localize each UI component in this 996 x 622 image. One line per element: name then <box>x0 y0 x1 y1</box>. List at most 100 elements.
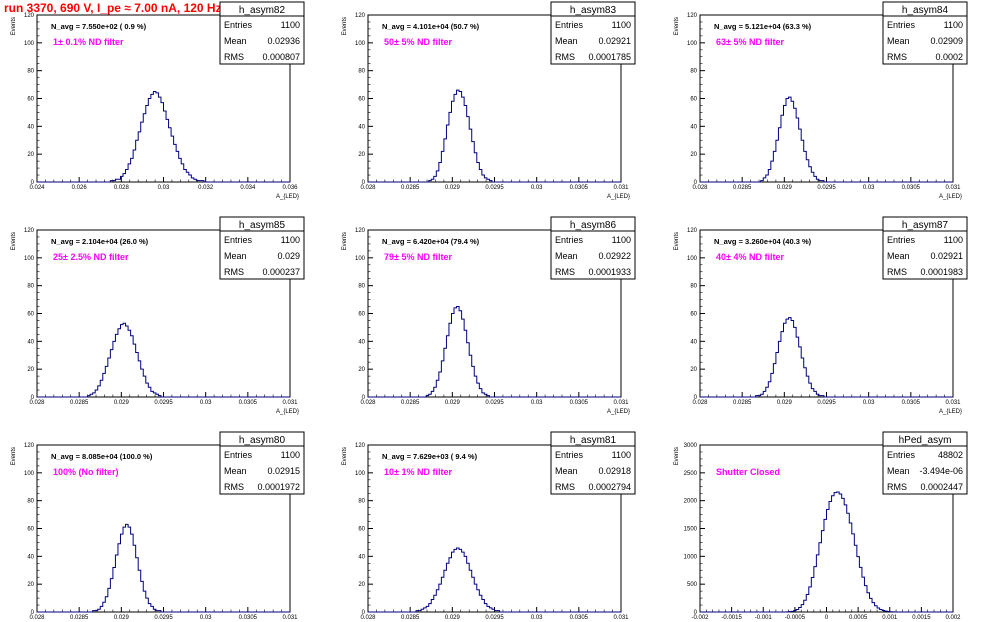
y-tick-label: 40 <box>27 339 34 345</box>
stats-key-entries: Entries <box>555 235 584 245</box>
stats-key-rms: RMS <box>887 267 907 277</box>
x-tick-label: 0.031 <box>945 400 961 406</box>
histogram-bin <box>164 111 167 182</box>
x-tick-label: 0.03 <box>863 185 875 191</box>
navg-label: N_avg = 7.550e+02 ( 0.9 %) <box>51 22 147 31</box>
y-axis-label: Events <box>342 447 348 465</box>
stats-key-rms: RMS <box>887 482 907 492</box>
histogram-bin <box>849 523 852 612</box>
x-axis-label: A_{LED} <box>607 194 630 200</box>
x-tick-label: 0.029 <box>445 615 461 621</box>
y-tick-label: 0 <box>31 610 35 616</box>
histogram-panel[interactable]: -0.002 -0.0015 -0.001 -0.0005 0 0.0005 0.001 0.… <box>674 431 968 621</box>
histogram-bins <box>93 524 161 612</box>
x-tick-label: 0.0295 <box>485 615 504 621</box>
x-tick-label: 0.028 <box>692 185 708 191</box>
y-tick-label: 80 <box>690 284 697 290</box>
histogram-panel[interactable]: 0.028 0.0285 0.029 0.0295 0.03 0.0305 0.031 0 20… <box>342 216 636 415</box>
histogram-bin <box>783 105 786 182</box>
y-tick-label: 20 <box>358 367 365 373</box>
y-tick-label: 100 <box>687 256 698 262</box>
histogram-panel[interactable]: 0.028 0.0285 0.029 0.0295 0.03 0.0305 0.031 0 20… <box>674 216 968 415</box>
histogram-bin <box>834 493 837 612</box>
y-axis-label: Events <box>11 17 17 35</box>
x-tick-label: 0.0295 <box>154 400 173 406</box>
y-tick-label: 40 <box>358 124 365 130</box>
stats-box: h_asym83 Entries 1100 Mean 0.02921 RMS 0.00017… <box>550 1 636 65</box>
y-tick-label: 60 <box>358 312 365 318</box>
histogram-bin <box>128 527 131 612</box>
x-tick-label: 0.0285 <box>401 185 420 191</box>
histogram-bin <box>454 308 457 397</box>
x-tick-label: 0.031 <box>613 185 629 191</box>
y-tick-label: 2500 <box>684 471 698 477</box>
navg-label: N_avg = 4.101e+04 (50.7 %) <box>382 22 480 31</box>
y-tick-label: 40 <box>690 124 697 130</box>
x-tick-label: 0.0305 <box>239 615 258 621</box>
y-tick-label: 0 <box>362 395 366 401</box>
stats-key-mean: Mean <box>555 36 578 46</box>
histogram-bin <box>789 318 792 397</box>
stats-box: h_asym80 Entries 1100 Mean 0.02915 RMS 0.00019… <box>219 431 305 495</box>
histogram-bin <box>158 97 161 182</box>
histogram-panel[interactable]: 0.028 0.0285 0.029 0.0295 0.03 0.0305 0.031 0 20… <box>11 216 305 415</box>
histogram-bin <box>847 513 850 612</box>
x-tick-label: 0.029 <box>777 400 793 406</box>
histogram-bin <box>123 323 126 397</box>
x-tick-label: 0.002 <box>945 615 961 621</box>
histogram-bin <box>454 94 457 182</box>
navg-label: N_avg = 7.629e+03 ( 9.4 %) <box>382 452 478 461</box>
y-axis-label: Events <box>11 232 17 250</box>
y-tick-label: 40 <box>27 124 34 130</box>
x-tick-label: -0.0005 <box>785 615 806 621</box>
y-tick-label: 60 <box>358 527 365 533</box>
y-tick-label: 100 <box>24 471 35 477</box>
navg-label: N_avg = 6.420e+04 (79.4 %) <box>382 237 480 246</box>
stats-title: hPed_asym <box>899 435 952 446</box>
x-tick-label: -0.0015 <box>721 615 742 621</box>
stats-body-box <box>219 15 305 65</box>
stats-val-entries: 1100 <box>281 450 300 460</box>
histogram-bin <box>844 505 847 612</box>
histogram-bin <box>148 99 151 183</box>
stats-key-entries: Entries <box>887 235 916 245</box>
stats-val-mean: 0.02909 <box>930 36 963 46</box>
x-axis-label: A_{LED} <box>276 409 299 415</box>
x-tick-label: 0.03 <box>158 185 170 191</box>
stats-box: h_asym87 Entries 1100 Mean 0.02921 RMS 0.00019… <box>882 216 968 280</box>
histogram-bin <box>459 549 462 612</box>
histogram-panel[interactable]: 0.028 0.0285 0.029 0.0295 0.03 0.0305 0.031 0 20… <box>674 1 968 200</box>
y-tick-label: 40 <box>358 339 365 345</box>
x-tick-label: 0.0305 <box>902 400 921 406</box>
histogram-panel[interactable]: 0.024 0.026 0.028 0.03 0.032 0.034 0.036 0 20 40 6… <box>11 1 305 200</box>
histogram-panel[interactable]: 0.028 0.0285 0.029 0.0295 0.03 0.0305 0.031 0 20… <box>11 431 305 622</box>
histogram-bin <box>161 103 164 182</box>
stats-body-box <box>882 230 968 280</box>
y-tick-label: 0 <box>31 180 35 186</box>
x-tick-label: 0.03 <box>531 185 543 191</box>
y-tick-label: 120 <box>355 443 366 449</box>
histogram-bin <box>120 325 123 397</box>
filter-note: 63± 5% ND filter <box>716 37 784 47</box>
histogram-panel[interactable]: 0.028 0.0285 0.029 0.0295 0.03 0.0305 0.031 0 20… <box>342 431 636 622</box>
stats-key-entries: Entries <box>555 20 584 30</box>
histogram-bin <box>459 311 462 397</box>
x-tick-label: 0.03 <box>531 400 543 406</box>
filter-note: 40± 4% ND filter <box>716 252 784 262</box>
stats-val-rms: 0.0001785 <box>588 52 631 62</box>
histogram-bin <box>832 496 835 612</box>
y-tick-label: 0 <box>362 610 366 616</box>
x-axis-label: A_{LED} <box>607 409 630 415</box>
y-tick-label: 120 <box>24 443 35 449</box>
stats-val-entries: 1100 <box>281 235 300 245</box>
histogram-bin <box>451 101 454 182</box>
y-tick-label: 20 <box>27 367 34 373</box>
y-tick-label: 3000 <box>684 443 698 449</box>
stats-body-box <box>550 445 636 495</box>
histogram-panel[interactable]: 0.028 0.0285 0.029 0.0295 0.03 0.0305 0.031 0 20… <box>342 1 636 200</box>
histogram-outline <box>700 317 953 398</box>
x-tick-label: 0.028 <box>29 400 45 406</box>
stats-val-mean: 0.02918 <box>598 466 631 476</box>
stats-val-rms: 0.0002 <box>935 52 963 62</box>
stats-key-mean: Mean <box>224 36 247 46</box>
